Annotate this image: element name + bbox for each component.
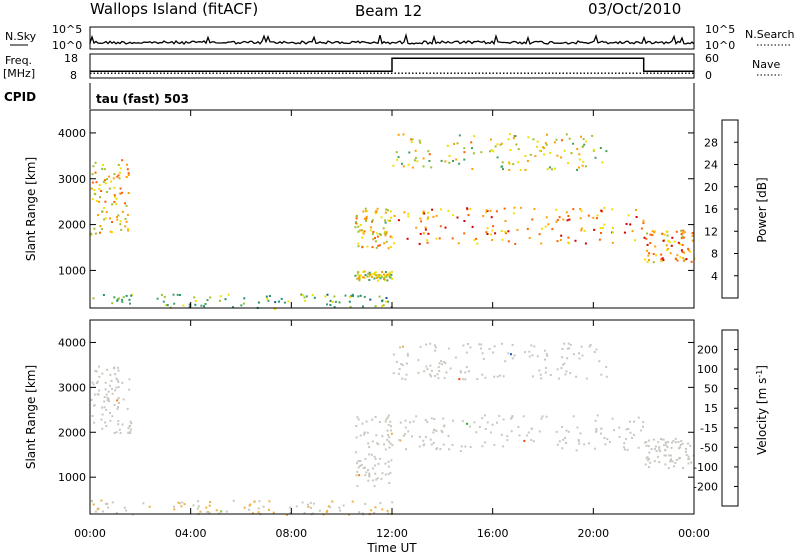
colorbar-tick-label: 15 (704, 402, 718, 415)
power-colorbar-label: Power [dB] (755, 177, 769, 242)
colorbar-tick-label: 24 (704, 159, 718, 172)
y-tick-label: 3000 (58, 173, 86, 186)
time-x-axis: 00:00 04:00 08:00 12:00 16:00 20:00 00:00 (74, 110, 710, 540)
velocity-echo-region (90, 365, 133, 434)
cpid-panel: CPID tau (fast) 503 (4, 83, 695, 109)
velocity-echo-region (354, 414, 394, 488)
y-tick-label: 1000 (58, 471, 86, 484)
colorbar-tick-label: 16 (704, 203, 718, 216)
y-tick-label: 3000 (58, 381, 86, 394)
velocity-y-label: Slant Range [km] (24, 365, 38, 469)
power-colorbar: 28 24 20 16 12 8 4 (704, 119, 739, 299)
colorbar-tick-label: -15 (700, 422, 718, 435)
colorbar-tick-label: 12 (704, 225, 718, 238)
y-tick-label: 2000 (58, 219, 86, 232)
date-title: 03/Oct/2010 (588, 0, 681, 18)
velocity-echo-region (392, 342, 608, 381)
x-axis-label: Time UT (366, 541, 417, 554)
beam-title: Beam 12 (355, 2, 422, 20)
x-tick-label: 12:00 (376, 527, 408, 540)
freq-panel: Freq. [MHz] 18 8 60 0 Nave (3, 52, 782, 82)
colorbar-tick-label: 28 (704, 136, 718, 149)
velocity-colorbar-label-main: Velocity [m s (755, 378, 769, 455)
power-echo-region (90, 159, 130, 236)
velocity-echo-region (398, 414, 645, 452)
colorbar-tick-label: -50 (700, 441, 718, 454)
power-echo-region (393, 206, 646, 245)
velocity-colorbar-label-sup: -1 (755, 370, 764, 378)
colorbar-tick-label: -200 (693, 480, 718, 493)
noise-left-tick-top: 10^5 (52, 23, 82, 36)
power-echo-layer (90, 133, 696, 310)
freq-series-line (90, 57, 694, 73)
noise-right-tick-bottom: 10^0 (705, 39, 735, 52)
noise-right-tick-top: 10^5 (705, 23, 735, 36)
colorbar-tick-label: 8 (711, 248, 718, 261)
freq-left-tick-bottom: 8 (70, 69, 77, 82)
freq-left-label: Freq. (5, 54, 32, 67)
noise-left-label: N.Sky (5, 30, 37, 43)
velocity-colorbar: 200 100 50 15 -15 -50 -100 -200 (693, 329, 739, 507)
x-tick-label: 08:00 (275, 527, 307, 540)
colorbar-frame (721, 329, 739, 507)
velocity-colorbar-label: Velocity [m s-1] (755, 365, 769, 455)
freq-right-tick-bottom: 0 (705, 69, 712, 82)
power-panel: 4000 3000 2000 1000 Slant Range [km] 28 24 20… (24, 109, 769, 310)
velocity-y-axis: 4000 3000 2000 1000 (58, 336, 694, 484)
y-tick-label: 1000 (58, 264, 86, 277)
colorbar-tick-label: 50 (704, 383, 718, 396)
power-y-axis: 4000 3000 2000 1000 (58, 127, 694, 277)
freq-right-tick-top: 60 (705, 52, 719, 65)
power-echo-region (354, 270, 393, 282)
y-tick-label: 4000 (58, 127, 86, 140)
colorbar-tick-label: 20 (704, 181, 718, 194)
velocity-panel: 4000 3000 2000 1000 Slant Range [km] 200 100… (24, 319, 769, 516)
power-y-label: Slant Range [km] (24, 157, 38, 261)
cpid-value: tau (fast) 503 (96, 92, 189, 106)
freq-right-label: Nave (752, 58, 780, 71)
colorbar-tick-label: 100 (697, 363, 718, 376)
velocity-plot-bg (90, 320, 694, 514)
power-echo-region (644, 229, 696, 264)
velocity-echo-region (644, 437, 695, 470)
x-tick-label: 00:00 (74, 527, 106, 540)
power-echo-region (354, 207, 393, 250)
freq-panel-frame (89, 53, 695, 79)
x-tick-label: 16:00 (477, 527, 509, 540)
colorbar-tick-label: 4 (711, 270, 718, 283)
colorbar-tick-label: 200 (697, 344, 718, 357)
station-title: Wallops Island (fitACF) (90, 0, 258, 18)
y-tick-label: 4000 (58, 336, 86, 349)
x-tick-label: 20:00 (577, 527, 609, 540)
velocity-echo-region (90, 499, 394, 516)
cpid-label: CPID (4, 90, 36, 104)
y-tick-label: 2000 (58, 426, 86, 439)
x-tick-label: 00:00 (678, 527, 710, 540)
noise-right-label: N.Search (745, 28, 795, 41)
power-echo-region (92, 293, 393, 310)
x-tick-label: 04:00 (175, 527, 207, 540)
noise-left-tick-bottom: 10^0 (52, 39, 82, 52)
colorbar-tick-label: -100 (693, 461, 718, 474)
noise-panel-frame (89, 26, 695, 50)
velocity-echo-layer (90, 342, 695, 516)
power-echo-region (392, 133, 608, 172)
velocity-colorbar-label-end: ] (755, 365, 769, 370)
noise-panel: N.Sky 10^5 10^0 10^5 10^0 N.Search (5, 23, 795, 52)
freq-left-tick-top: 18 (64, 52, 78, 65)
noise-sky-series-line (89, 32, 695, 46)
freq-left-unit: [MHz] (3, 67, 35, 80)
